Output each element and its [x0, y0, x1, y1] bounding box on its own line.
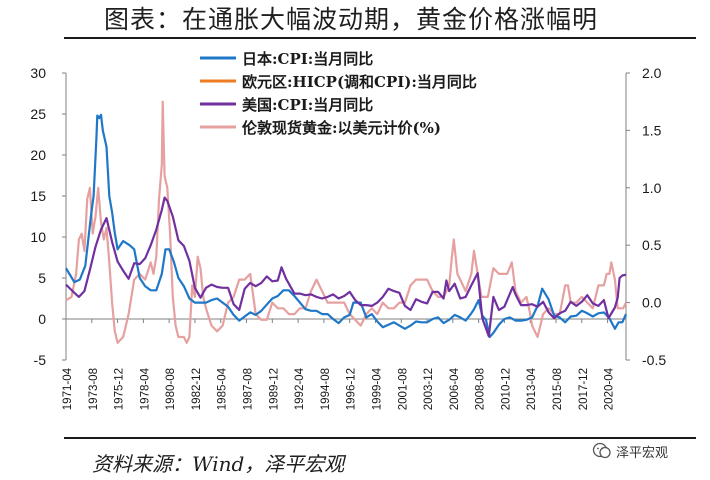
- x-tick-label: 1994-08: [320, 368, 332, 410]
- x-tick-label: 1989-12: [268, 368, 280, 410]
- x-tick-label: 1992-04: [294, 367, 306, 410]
- x-tick-label: 1999-04: [371, 367, 383, 410]
- x-tick-label: 1980-08: [165, 368, 177, 410]
- chart-series: [65, 100, 628, 344]
- x-tick-label: 2010-12: [500, 368, 512, 410]
- left-tick-label: 0: [38, 311, 46, 327]
- right-tick-label: -0.5: [642, 352, 666, 368]
- watermark-text: 泽平宏观: [616, 445, 669, 461]
- legend-label-euro: 欧元区:HICP(调和CPI):当月同比: [242, 73, 477, 91]
- x-tick-label: 1996-12: [346, 368, 358, 410]
- x-tick-label: 1987-08: [243, 368, 255, 410]
- legend-label-usa: 美国:CPI:当月同比: [242, 96, 373, 114]
- legend-label-gold: 伦敦现货黄金:以美元计价(%): [242, 119, 441, 137]
- x-tick-label: 2015-08: [552, 368, 564, 410]
- chart-axes: -5 0 5 10 15 20 25 30 -0.5 0.0 0.5 1.0 1.5 2.0 1971-04…: [30, 65, 666, 410]
- x-tick-label: 2008-08: [475, 368, 487, 410]
- x-tick-label: 1973-08: [88, 368, 100, 410]
- left-tick-label: 30: [30, 65, 46, 81]
- x-tick-label: 2017-12: [578, 368, 590, 410]
- right-tick-label: 2.0: [642, 65, 662, 81]
- x-tick-label: 1975-12: [114, 368, 126, 410]
- series-line-usa: [65, 196, 627, 338]
- left-tick-label: 15: [30, 188, 46, 204]
- chart: -5 0 5 10 15 20 25 30 -0.5 0.0 0.5 1.0 1.5 2.0 1971-04…: [30, 50, 666, 410]
- x-tick-label: 1982-12: [191, 368, 203, 410]
- left-tick-label: 5: [38, 270, 46, 286]
- x-tick-label: 2013-04: [526, 367, 538, 410]
- series-line-gold: [65, 100, 627, 344]
- right-tick-label: 1.0: [642, 180, 662, 196]
- watermark: 泽平宏观: [592, 440, 702, 462]
- series-line-japan: [65, 113, 628, 339]
- left-tick-label: -5: [34, 352, 47, 368]
- right-tick-label: 1.5: [642, 122, 662, 138]
- chart-legend: 日本:CPI:当月同比欧元区:HICP(调和CPI):当月同比美国:CPI:当月…: [200, 50, 477, 137]
- x-tick-label: 2006-04: [449, 367, 461, 410]
- page-title: 图表：在通胀大幅波动期，黄金价格涨幅明: [104, 5, 599, 34]
- x-tick-label: 2001-08: [397, 368, 409, 410]
- right-tick-label: 0.5: [642, 237, 662, 253]
- title-underline: [64, 37, 696, 39]
- left-tick-label: 10: [30, 229, 46, 245]
- wechat-icon: [592, 442, 611, 459]
- x-tick-label: 1985-04: [217, 367, 229, 410]
- left-tick-label: 25: [30, 106, 46, 122]
- source-note: 资料来源：Wind，泽平宏观: [92, 452, 345, 476]
- left-tick-label: 20: [30, 147, 46, 163]
- bottom-rule: [64, 437, 696, 439]
- x-tick-label: 1978-04: [139, 367, 151, 410]
- x-tick-label: 2020-04: [604, 367, 616, 410]
- x-tick-label: 2003-12: [423, 368, 435, 410]
- x-tick-label: 1971-04: [62, 367, 74, 410]
- legend-label-japan: 日本:CPI:当月同比: [242, 50, 373, 68]
- right-tick-label: 0.0: [642, 295, 662, 311]
